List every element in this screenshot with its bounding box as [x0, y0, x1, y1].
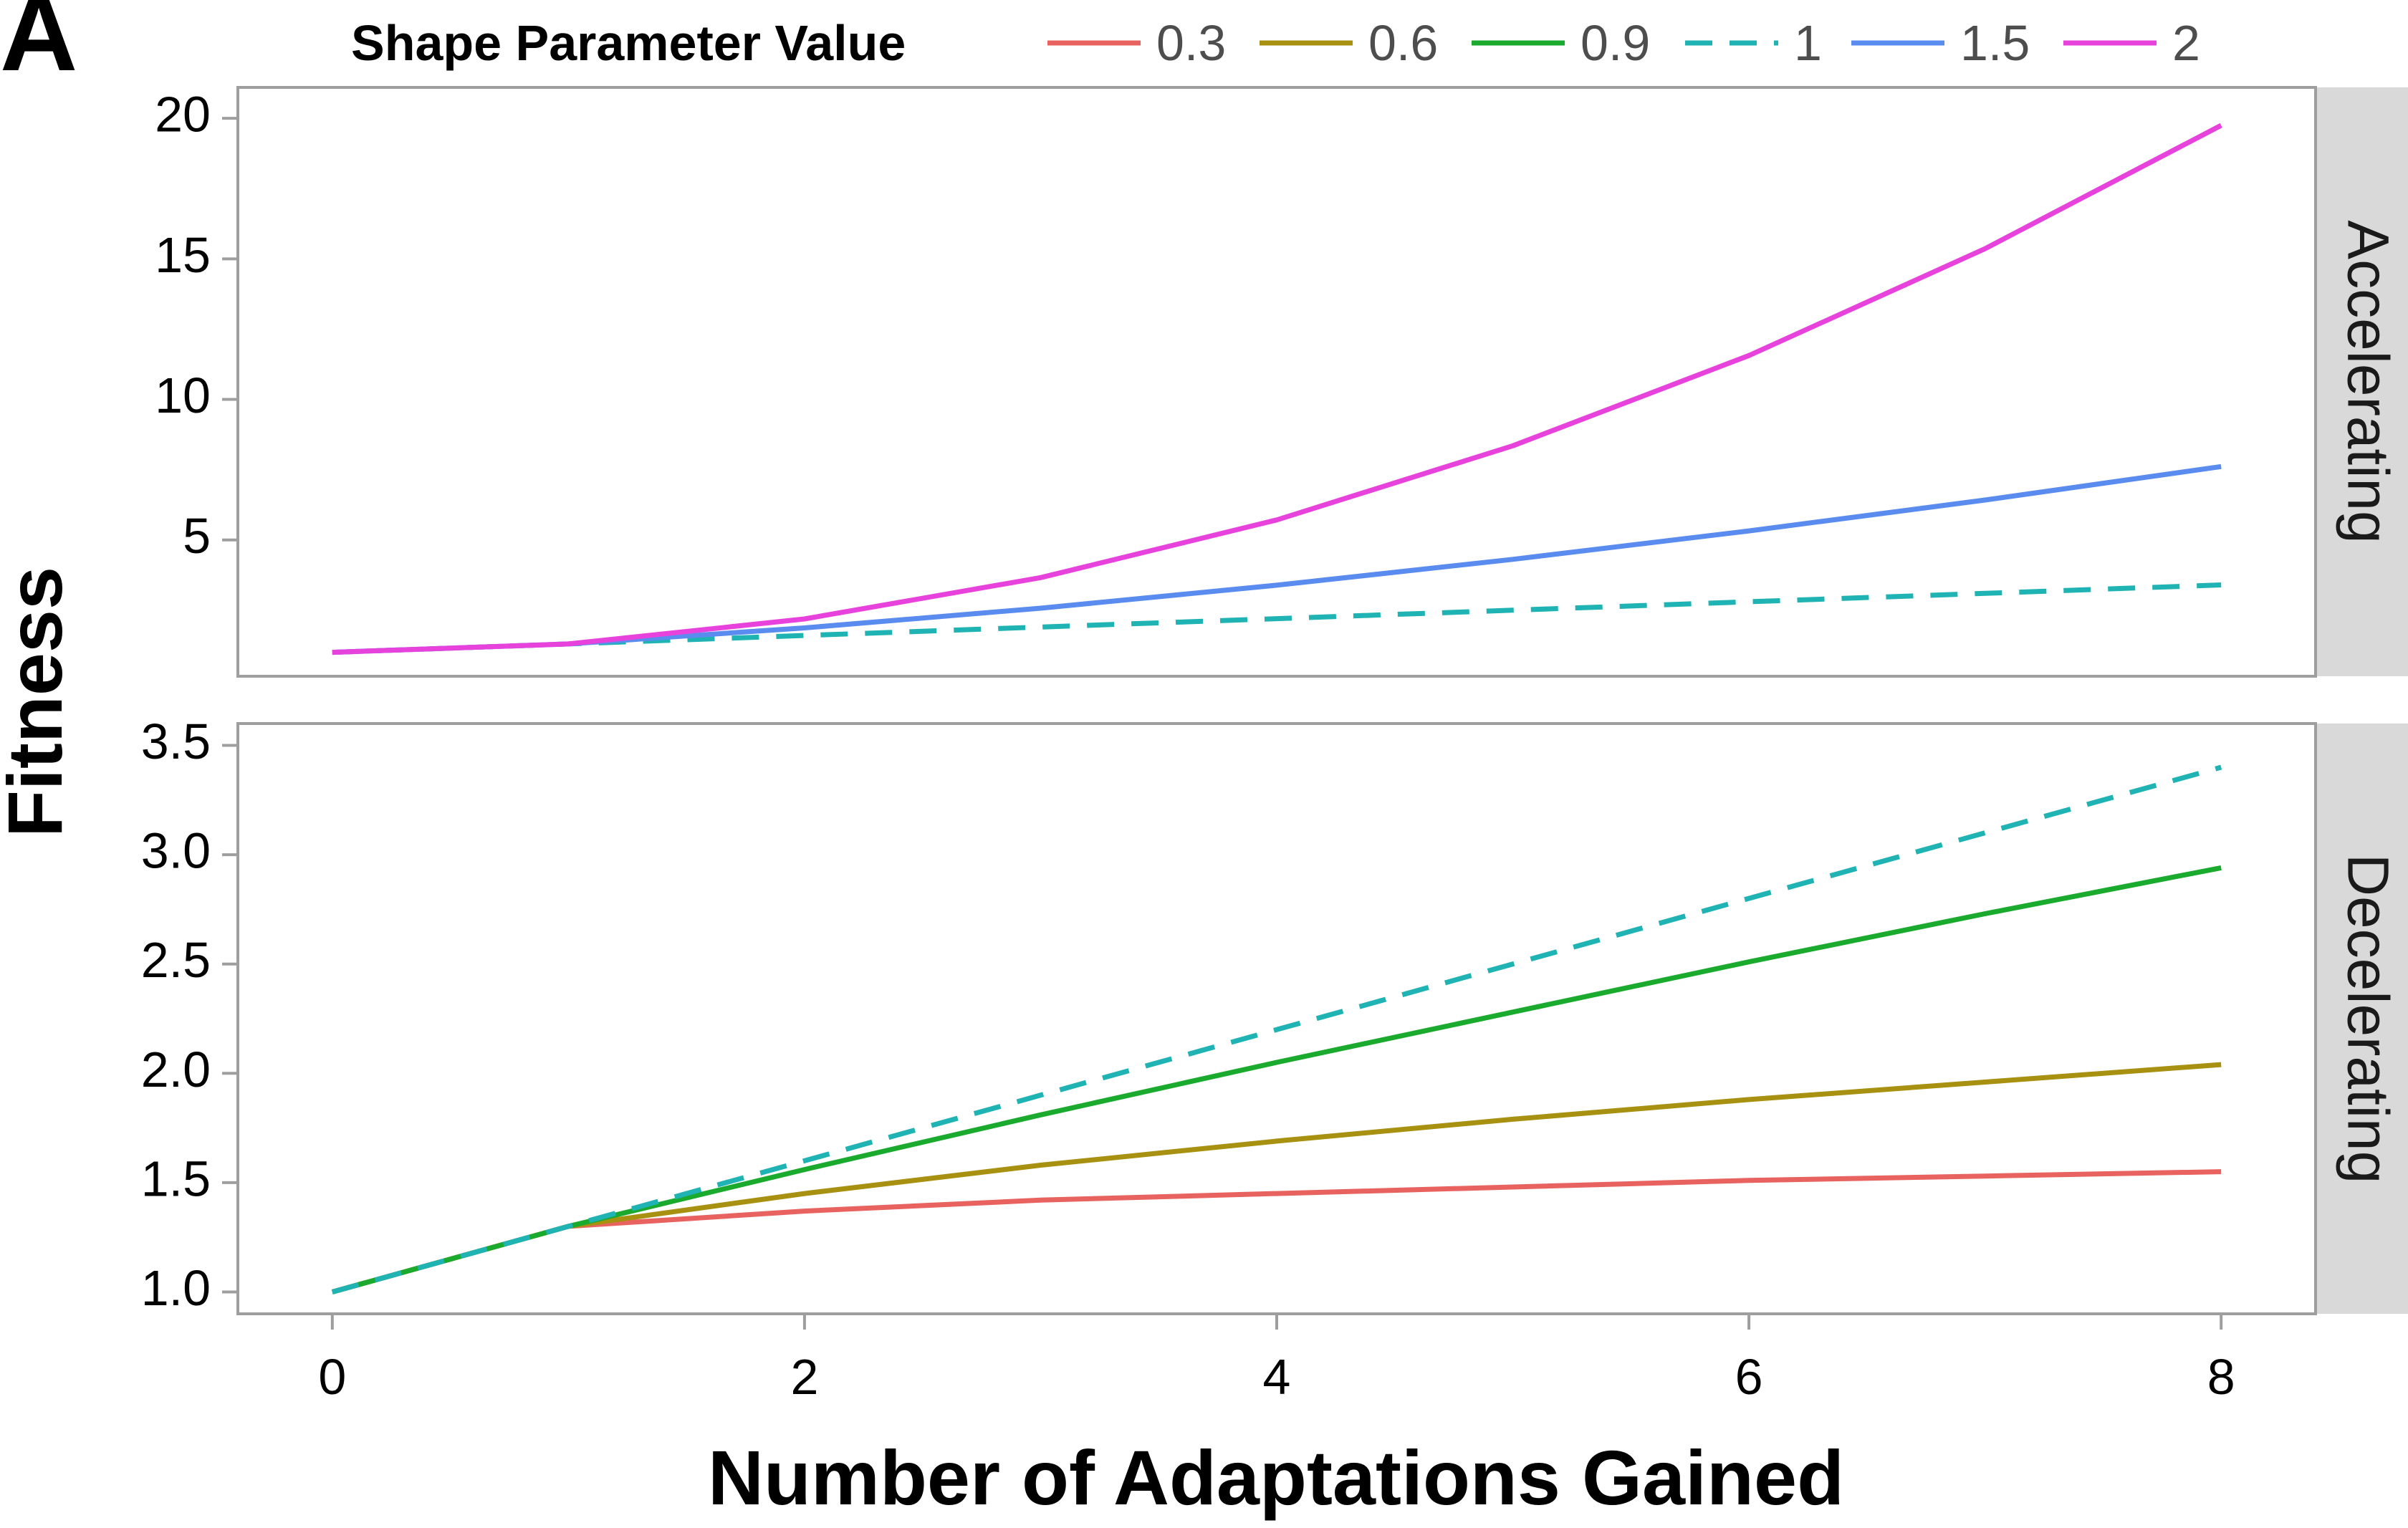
facet-strip	[2317, 87, 2408, 676]
legend-label-0.3: 0.3	[1156, 15, 1226, 71]
x-axis-title: Number of Adaptations Gained	[708, 1434, 1844, 1521]
y-tick-label: 1.0	[141, 1260, 211, 1316]
x-tick-label: 8	[2207, 1349, 2235, 1405]
legend-label-2: 2	[2172, 15, 2200, 71]
x-tick-label: 4	[1263, 1349, 1291, 1405]
facet-label: Accelerating	[2335, 220, 2400, 543]
plot-area	[236, 722, 2317, 1315]
y-tick-label: 3.5	[141, 713, 211, 769]
legend-label-1.5: 1.5	[1960, 15, 2030, 71]
y-tick-label: 20	[155, 87, 211, 143]
facet-label: Decelerating	[2335, 854, 2400, 1183]
panel-accelerating: Accelerating 5 10 15 20	[155, 86, 2408, 678]
y-tick-label: 2.5	[141, 932, 211, 988]
series-line-1	[332, 582, 2222, 655]
x-tick-label: 6	[1735, 1349, 1763, 1405]
y-tick-label: 5	[183, 508, 211, 564]
legend-title: Shape Parameter Value	[351, 15, 906, 71]
facet-strip	[2317, 724, 2408, 1314]
y-tick-label: 2.0	[141, 1042, 211, 1097]
y-tick-label: 1.5	[141, 1150, 211, 1206]
series-line-0.3	[331, 1169, 2222, 1294]
series-line-1.5	[332, 463, 2222, 655]
panel-decelerating: Decelerating 1.0 1.5 2.0 2.5 3.0 3.5 0 2 4 6 8	[141, 713, 2408, 1405]
x-tick-label: 2	[790, 1349, 818, 1405]
chart-panels: Accelerating5101520Decelerating1.01.52.0…	[141, 86, 2408, 1405]
series-line-2	[332, 122, 2222, 655]
legend-entries: 0.3 0.6 0.9 1 1.5 2	[1047, 15, 2200, 71]
legend: Shape Parameter Value 0.3 0.6 0.9 1 1.5 2	[351, 15, 2200, 71]
y-tick-label: 10	[155, 367, 211, 423]
y-axis-title: Fitness	[0, 567, 78, 837]
legend-label-0.6: 0.6	[1368, 15, 1438, 71]
series-line-0.9	[331, 865, 2222, 1294]
y-tick-label: 3.0	[141, 823, 211, 879]
series-line-1	[331, 764, 2222, 1294]
legend-label-0.9: 0.9	[1580, 15, 1650, 71]
series-line-0.6	[331, 1062, 2222, 1294]
y-tick-label: 15	[155, 227, 211, 283]
plot-area	[236, 86, 2317, 678]
x-tick-label: 0	[318, 1349, 346, 1405]
legend-label-1: 1	[1794, 15, 1822, 71]
figure-label: A	[0, 0, 77, 93]
